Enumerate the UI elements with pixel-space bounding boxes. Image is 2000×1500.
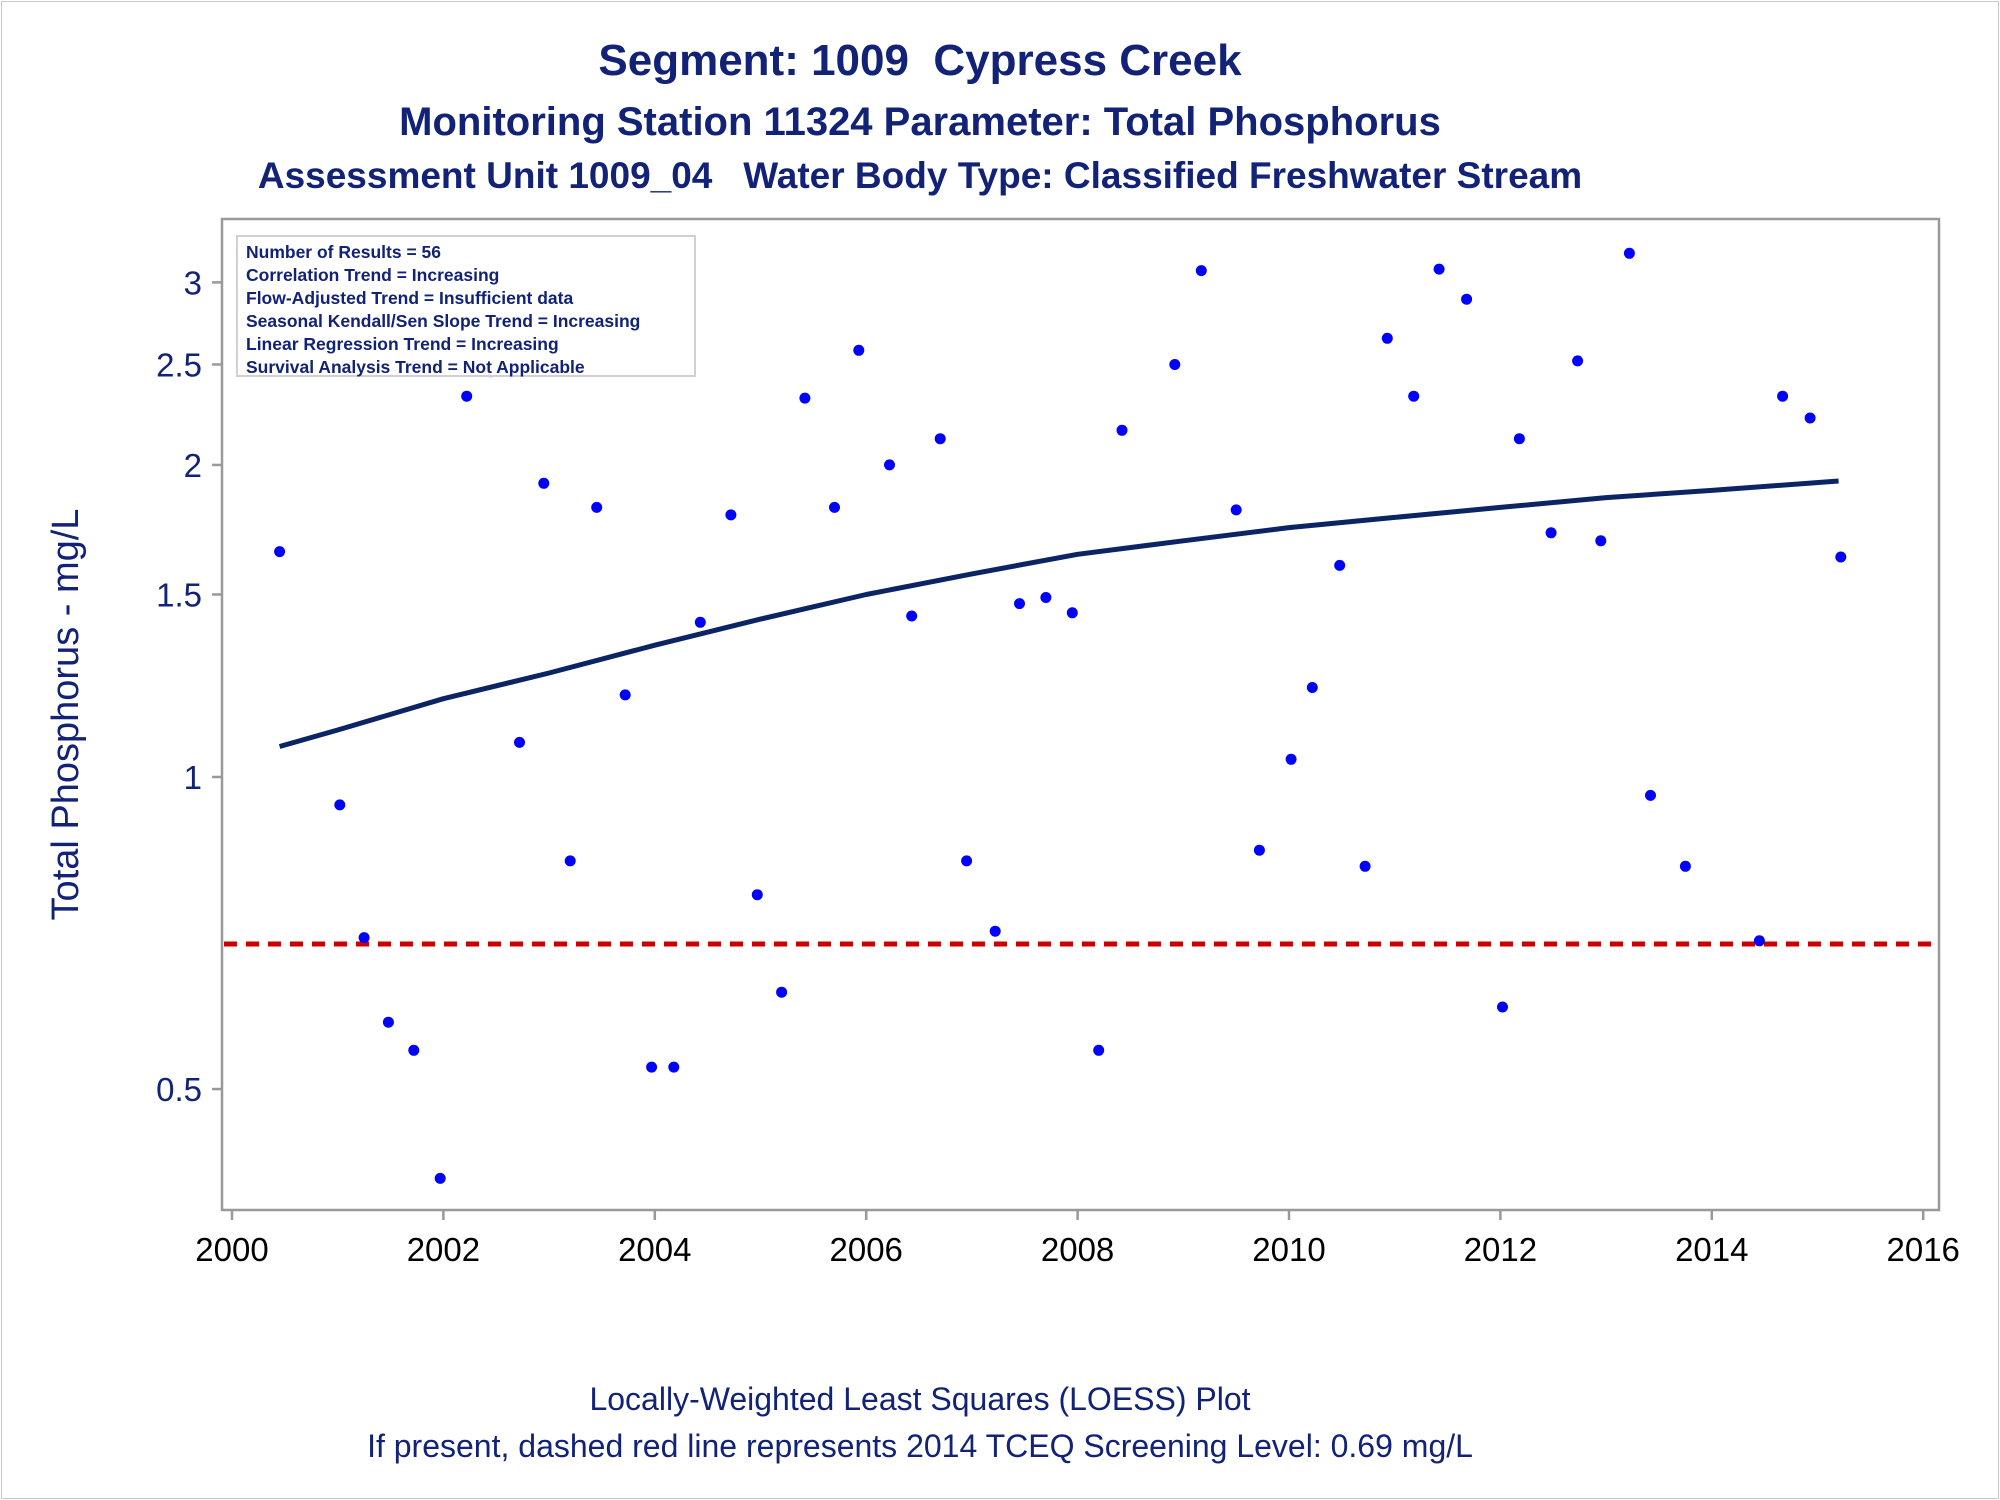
plot-area-frame	[220, 217, 1941, 1212]
data-point	[725, 509, 737, 521]
data-point	[382, 1016, 394, 1028]
y-tick-label: 2.5	[156, 346, 202, 383]
data-point	[934, 433, 946, 445]
stat-correlation-trend: Correlation Trend = Increasing	[246, 265, 500, 285]
data-point	[1359, 860, 1371, 872]
data-point	[906, 610, 918, 622]
y-tick-label: 1.5	[156, 576, 202, 613]
data-points	[274, 247, 1847, 1184]
data-point	[853, 344, 865, 356]
data-point	[408, 1044, 420, 1056]
data-point	[591, 501, 603, 513]
data-point	[1623, 247, 1635, 259]
x-tick-label: 2000	[195, 1231, 268, 1268]
x-tick-label: 2016	[1886, 1231, 1959, 1268]
stat-seasonal-kendall-trend: Seasonal Kendall/Sen Slope Trend = Incre…	[246, 311, 641, 331]
x-tick-label: 2012	[1464, 1231, 1537, 1268]
data-point	[1169, 359, 1181, 370]
data-point	[1645, 789, 1656, 801]
data-point	[1753, 935, 1765, 947]
data-point	[884, 459, 895, 471]
stat-number-of-results: Number of Results = 56	[246, 242, 441, 262]
data-point	[961, 855, 973, 867]
data-point	[514, 736, 525, 748]
data-point	[1408, 390, 1420, 402]
data-point	[1461, 293, 1473, 305]
data-point	[274, 546, 286, 558]
y-tick-label: 1	[184, 759, 202, 796]
data-point	[434, 1172, 446, 1184]
data-point	[461, 390, 473, 402]
data-point	[1381, 332, 1393, 344]
data-point	[1066, 607, 1078, 619]
data-point	[799, 392, 811, 404]
x-tick-label: 2006	[829, 1231, 902, 1268]
data-point	[1253, 844, 1265, 856]
x-tick-label: 2008	[1041, 1231, 1114, 1268]
data-point	[1572, 355, 1584, 367]
data-point	[694, 616, 706, 628]
data-point	[1195, 265, 1207, 277]
data-point	[989, 925, 1001, 937]
x-tick-label: 2010	[1252, 1231, 1325, 1268]
stat-flow-adjusted-trend: Flow-Adjusted Trend = Insufficient data	[246, 288, 574, 308]
stat-linear-regression-trend: Linear Regression Trend = Increasing	[246, 334, 559, 354]
data-point	[1497, 1001, 1508, 1013]
footer-loess-note: Locally-Weighted Least Squares (LOESS) P…	[589, 1381, 1251, 1417]
data-point	[1595, 535, 1607, 547]
data-point	[1835, 551, 1847, 563]
data-point	[1116, 424, 1128, 436]
data-point	[564, 855, 576, 867]
data-point	[668, 1061, 680, 1073]
data-point	[829, 501, 840, 513]
data-point	[1545, 527, 1557, 539]
chart-subtitle-assessment: Assessment Unit 1009_04 Water Body Type:…	[257, 155, 1583, 196]
data-point	[1093, 1044, 1105, 1056]
data-point	[358, 932, 370, 944]
chart-subtitle-station: Monitoring Station 11324 Parameter: Tota…	[399, 100, 1441, 144]
data-point	[646, 1061, 658, 1073]
y-tick-label: 0.5	[156, 1071, 202, 1108]
data-point	[538, 477, 550, 489]
data-point	[619, 689, 631, 701]
data-point	[1334, 559, 1346, 571]
data-point	[1285, 753, 1297, 765]
data-point	[751, 889, 763, 901]
data-point	[1230, 504, 1242, 516]
data-point	[1777, 390, 1789, 402]
data-point	[776, 986, 788, 998]
y-axis-label: Total Phosphorus - mg/L	[45, 509, 87, 921]
y-tick-label: 3	[184, 264, 202, 301]
data-point	[1040, 592, 1052, 603]
loess-trend-line	[278, 478, 1839, 749]
x-tick-label: 2002	[407, 1231, 480, 1268]
data-point	[1804, 412, 1816, 424]
y-tick-label: 2	[184, 447, 202, 484]
data-point	[1513, 433, 1525, 445]
chart-title: Segment: 1009 Cypress Creek	[598, 36, 1242, 85]
data-point	[334, 799, 346, 811]
data-point	[1679, 860, 1691, 872]
stat-survival-analysis-trend: Survival Analysis Trend = Not Applicable	[246, 357, 585, 377]
x-tick-label: 2004	[618, 1231, 691, 1268]
data-point	[1433, 263, 1445, 275]
data-point	[1014, 598, 1025, 610]
x-tick-label: 2014	[1675, 1231, 1748, 1268]
data-point	[1306, 682, 1318, 693]
footer-screening-note: If present, dashed red line represents 2…	[367, 1428, 1473, 1464]
statistics-box: Number of Results = 56 Correlation Trend…	[236, 235, 696, 377]
